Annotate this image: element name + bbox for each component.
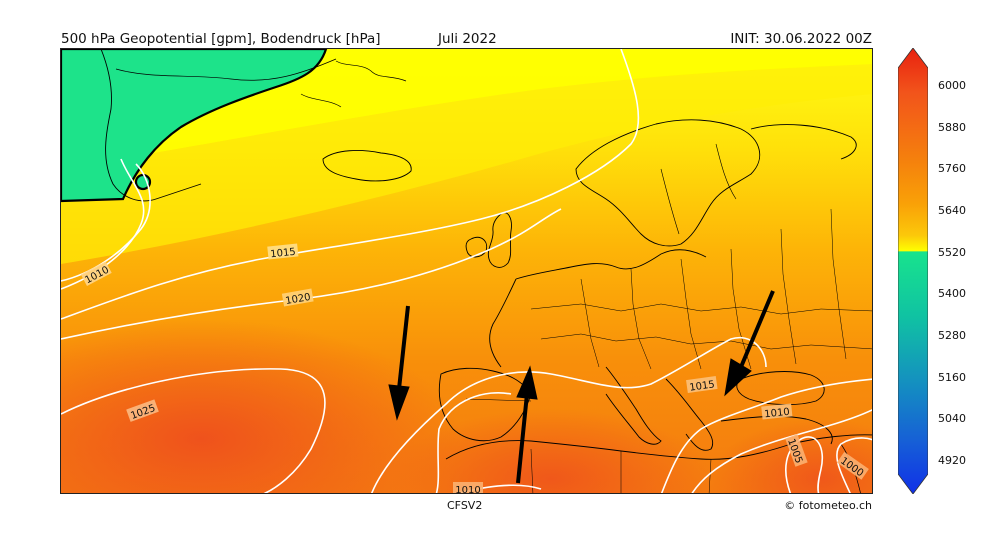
colorbar-tick: 4920 (938, 454, 966, 467)
credit-text: © fotometeo.ch (784, 499, 872, 512)
colorbar-tick: 5040 (938, 412, 966, 425)
map-period: Juli 2022 (438, 31, 497, 47)
iceland-coast (322, 150, 412, 182)
isobar-label: 1015 (689, 379, 716, 393)
britain-coast (487, 212, 512, 268)
map-title: 500 hPa Geopotential [gpm], Bodendruck [… (61, 31, 381, 47)
flow-arrows (388, 290, 775, 484)
warm-area-sahara (391, 409, 711, 493)
colorbar-tick: 5160 (938, 371, 966, 384)
iberia-coast (438, 367, 532, 442)
scandinavia-coast (575, 119, 761, 247)
init-time: INIT: 30.06.2022 00Z (730, 31, 872, 47)
black-sea-coast (736, 371, 825, 406)
colorbar-tick: 5400 (938, 287, 966, 300)
colorbar-tick: 5280 (938, 329, 966, 342)
italy-coast (605, 366, 662, 445)
colorbar-scale (897, 47, 929, 495)
north-europe-coast (515, 249, 707, 280)
isobar-label: 1015 (270, 247, 296, 261)
weather-map: 1010 1015 1020 1025 1015 1010 (60, 48, 873, 494)
isobar-label: 1020 (285, 292, 312, 307)
colorbar-tick: 5640 (938, 204, 966, 217)
colorbar (897, 47, 929, 495)
isobar-label: 1010 (764, 407, 790, 421)
low-geopotential-area (61, 49, 328, 203)
colorbar-tick: 5880 (938, 121, 966, 134)
colorbar-tick: 5760 (938, 162, 966, 175)
ireland-coast (465, 236, 488, 258)
isobar-label: 1010 (455, 485, 480, 494)
colorbar-tick: 5520 (938, 246, 966, 259)
model-name: CFSV2 (447, 499, 483, 512)
warm-area-atlantic (61, 319, 461, 493)
greenland-coast (100, 49, 202, 202)
colorbar-tick: 6000 (938, 79, 966, 92)
